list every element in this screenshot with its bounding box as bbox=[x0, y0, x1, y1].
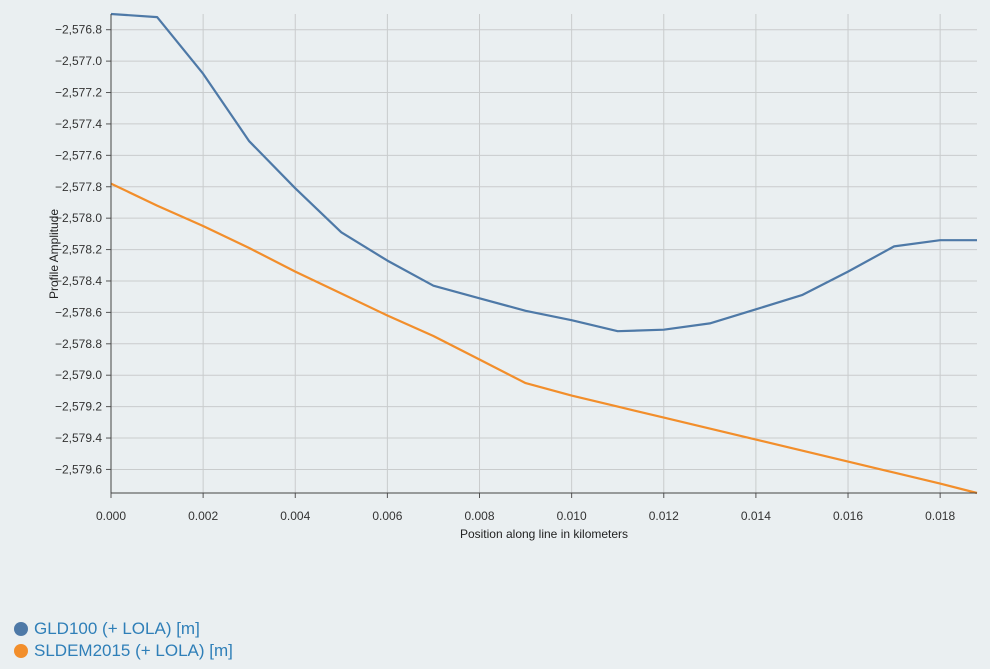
x-tick-label: 0.014 bbox=[741, 509, 771, 523]
grid bbox=[110, 14, 977, 493]
y-tick-label: −2,579.4 bbox=[55, 431, 102, 445]
legend-item-sldem2015[interactable]: SLDEM2015 (+ LOLA) [m] bbox=[14, 640, 233, 662]
series-line-gld100 bbox=[110, 12, 977, 333]
y-tick-label: −2,578.6 bbox=[55, 305, 102, 319]
x-tick-label: 0.002 bbox=[188, 509, 218, 523]
y-tick-label: −2,578.0 bbox=[55, 211, 102, 225]
legend-swatch-sldem2015 bbox=[14, 644, 28, 658]
y-tick-label: −2,578.2 bbox=[55, 243, 102, 257]
y-tick-label: −2,577.4 bbox=[55, 117, 102, 131]
y-tick-label: −2,578.4 bbox=[55, 274, 102, 288]
y-tick-label: −2,579.6 bbox=[55, 462, 102, 476]
x-tick-label: 0.012 bbox=[649, 509, 679, 523]
legend-swatch-gld100 bbox=[14, 622, 28, 636]
x-tick-label: 0.010 bbox=[557, 509, 587, 523]
axes: Position along line in kilometers Profil… bbox=[47, 14, 977, 541]
y-tick-label: −2,579.2 bbox=[55, 400, 102, 414]
x-tick-label: 0.008 bbox=[464, 509, 494, 523]
x-tick-label: 0.006 bbox=[372, 509, 402, 523]
y-tick-label: −2,577.0 bbox=[55, 54, 102, 68]
y-tick-label: −2,577.6 bbox=[55, 148, 102, 162]
series-line-sldem2015 bbox=[110, 182, 978, 495]
y-tick-label: −2,578.8 bbox=[55, 337, 102, 351]
y-tick-label: −2,577.2 bbox=[55, 86, 102, 100]
legend-item-gld100[interactable]: GLD100 (+ LOLA) [m] bbox=[14, 618, 233, 640]
y-tick-label: −2,579.0 bbox=[55, 368, 102, 382]
series-lines bbox=[110, 12, 978, 495]
x-tick-label: 0.004 bbox=[280, 509, 310, 523]
y-tick-label: −2,577.8 bbox=[55, 180, 102, 194]
legend-label-sldem2015: SLDEM2015 (+ LOLA) [m] bbox=[34, 641, 233, 660]
legend-label-gld100: GLD100 (+ LOLA) [m] bbox=[34, 619, 200, 638]
x-axis-title: Position along line in kilometers bbox=[460, 527, 628, 541]
x-tick-label: 0.018 bbox=[925, 509, 955, 523]
x-tick-label: 0.016 bbox=[833, 509, 863, 523]
legend: GLD100 (+ LOLA) [m] SLDEM2015 (+ LOLA) [… bbox=[14, 618, 233, 662]
x-tick-label: 0.000 bbox=[96, 509, 126, 523]
y-axis-title: Profile Amplitude bbox=[47, 209, 61, 299]
y-tick-label: −2,576.8 bbox=[55, 23, 102, 37]
